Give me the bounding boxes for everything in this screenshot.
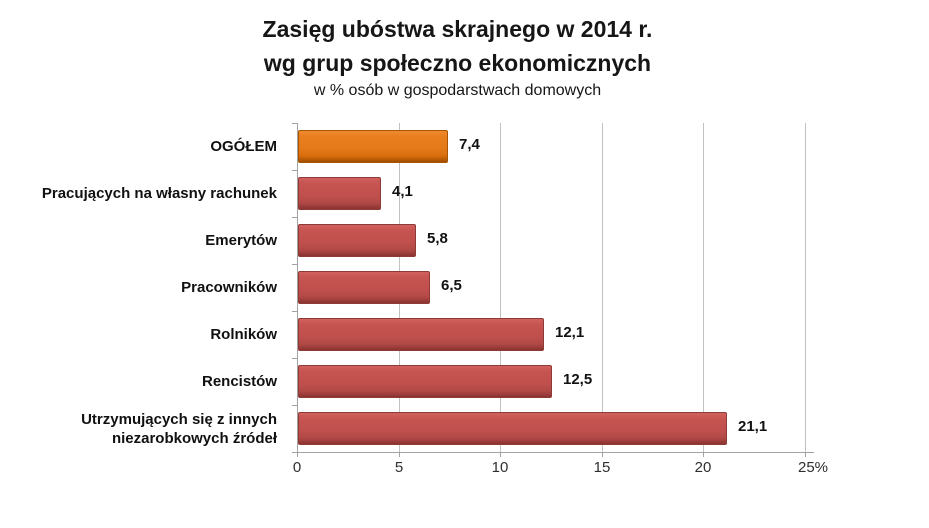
bar-5	[298, 365, 552, 398]
bar-row: 6,5	[297, 264, 805, 311]
category-axis-line	[297, 123, 298, 452]
x-tick-label: 5	[394, 459, 404, 476]
bar-row: 4,1	[297, 170, 805, 217]
chart-subtitle: w % osób w gospodarstwach domowych	[313, 82, 602, 99]
gridline-x-15	[601, 123, 603, 452]
x-axis-tick	[602, 453, 603, 457]
chart-title-line2: wg grup społeczno ekonomicznych	[263, 50, 652, 76]
bar-2	[298, 224, 416, 257]
x-tick-label: 25%	[797, 459, 829, 476]
value-label: 12,1	[555, 324, 585, 341]
x-axis-tick	[297, 453, 298, 457]
value-label: 7,4	[459, 136, 480, 153]
x-tick-label: 20	[694, 459, 712, 476]
bar-row: 12,5	[297, 358, 805, 405]
bar-row: 5,8	[297, 217, 805, 264]
bar-3	[298, 271, 430, 304]
y-axis-tick	[292, 264, 297, 265]
y-axis-tick	[292, 170, 297, 171]
category-label: Rencistów	[201, 373, 277, 390]
x-tick-label: 15	[593, 459, 611, 476]
value-label: 4,1	[392, 183, 413, 200]
plot-area: 7,4 4,1 5,8 6,5 12,1 12,5 21,1	[292, 123, 806, 453]
y-axis-tick	[292, 452, 297, 453]
category-label: OGÓŁEM	[210, 138, 277, 155]
value-label: 12,5	[563, 371, 593, 388]
y-axis-tick	[292, 123, 297, 124]
bar-highlight	[298, 130, 448, 163]
gridline-x-10	[500, 123, 502, 452]
bar-4	[298, 318, 544, 351]
x-tick-label: 0	[292, 459, 302, 476]
y-axis-tick	[292, 358, 297, 359]
bar-1	[298, 177, 381, 210]
chart-header: Zasięg ubóstwa skrajnego w 2014 r. wg gr…	[0, 12, 915, 102]
bar-row: 21,1	[297, 405, 805, 452]
x-axis-tick	[805, 453, 806, 457]
value-label: 5,8	[427, 230, 448, 247]
y-axis-tick	[292, 405, 297, 406]
chart-title-line1: Zasięg ubóstwa skrajnego w 2014 r.	[262, 16, 653, 42]
y-axis-tick	[292, 311, 297, 312]
value-label: 21,1	[738, 418, 768, 435]
gridline-x-25	[805, 123, 806, 452]
category-label: Emerytów	[205, 232, 277, 249]
y-axis-tick	[292, 217, 297, 218]
category-label: Pracujących na własny rachunek	[41, 185, 277, 202]
x-tick-label: 10	[491, 459, 509, 476]
value-label: 6,5	[441, 277, 462, 294]
bar-6	[298, 412, 727, 445]
category-label: Pracowników	[181, 279, 277, 296]
bar-row: 12,1	[297, 311, 805, 358]
gridline-x-20	[703, 123, 705, 452]
x-axis-tick	[399, 453, 400, 457]
x-axis-tick	[703, 453, 704, 457]
x-axis-tick	[500, 453, 501, 457]
x-axis-line	[297, 452, 814, 453]
category-label: Rolników	[210, 326, 277, 343]
bar-row: 7,4	[297, 123, 805, 170]
category-label: Utrzymujących się z innych niezarobkowyc…	[81, 411, 277, 447]
